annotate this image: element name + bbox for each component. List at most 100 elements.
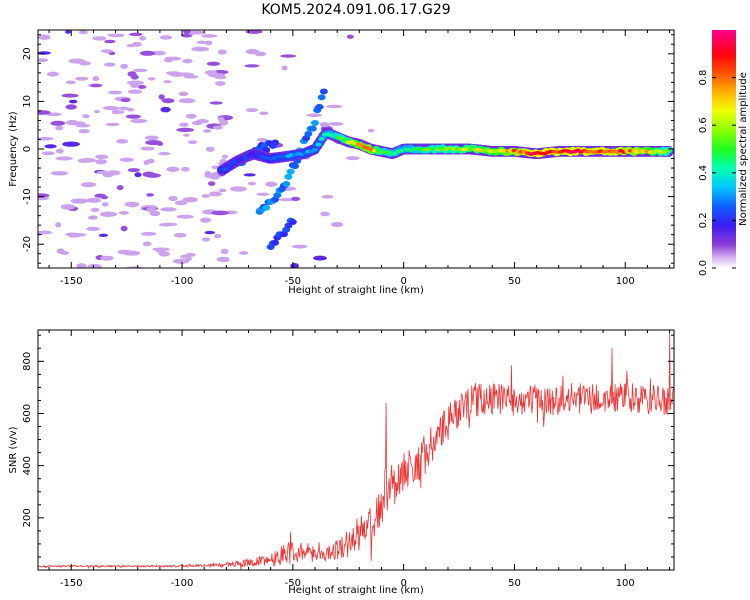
noise-blob (119, 157, 134, 162)
noise-blob (214, 81, 226, 86)
noise-blob (86, 226, 100, 232)
noise-blob (92, 36, 107, 41)
colorbar-gradient (712, 30, 736, 268)
noise-blob (105, 122, 120, 127)
branch-blob (284, 173, 293, 180)
noise-blob (93, 109, 101, 114)
noise-blob (191, 120, 203, 126)
noise-blob (179, 122, 189, 127)
noise-blob (118, 106, 130, 111)
spectrogram-plot-area (38, 30, 674, 268)
noise-blob (201, 194, 211, 198)
colorbar-tick-label: 0.8 (698, 70, 709, 86)
y-tick-label: -20 (22, 236, 33, 252)
branch-blob (273, 192, 282, 199)
noise-blob (55, 148, 64, 154)
noise-blob (100, 255, 113, 261)
x-tick-label: -100 (171, 276, 194, 287)
branch-blob (271, 139, 280, 146)
noise-blob (44, 144, 57, 149)
noise-blob (291, 244, 308, 249)
noise-blob (278, 197, 295, 202)
noise-blob (120, 63, 129, 69)
branch-blob (317, 94, 326, 101)
noise-blob (326, 104, 343, 109)
noise-blob (38, 193, 50, 198)
ridge-core (315, 142, 322, 147)
noise-blob (125, 114, 141, 119)
noise-blob (163, 58, 173, 63)
noise-blob (104, 39, 116, 44)
noise-blob (88, 215, 98, 220)
noise-blob (146, 193, 155, 197)
noise-blob (130, 118, 148, 124)
noise-blob (173, 232, 187, 238)
ridge-core (312, 147, 319, 152)
noise-blob (131, 41, 143, 47)
noise-blob (140, 146, 155, 151)
noise-blob (95, 154, 109, 159)
noise-blob (319, 121, 330, 128)
noise-blob (256, 192, 270, 196)
noise-blob (116, 139, 129, 144)
noise-blob (221, 154, 229, 159)
noise-blob (168, 195, 178, 202)
noise-blob (165, 71, 181, 76)
noise-blob (78, 30, 88, 35)
noise-blob (201, 237, 211, 242)
noise-blob (214, 75, 227, 80)
noise-blob (151, 50, 166, 56)
noise-blob (176, 214, 194, 219)
x-tick-label: -150 (60, 276, 83, 287)
x-tick-label: -150 (60, 578, 83, 589)
noise-blob (211, 165, 220, 169)
noise-blob (114, 110, 125, 114)
noise-blob (245, 48, 260, 55)
noise-blob (247, 181, 256, 186)
noise-blob (163, 80, 172, 84)
noise-blob (127, 89, 143, 94)
ridge-core (664, 148, 671, 153)
noise-blob (55, 156, 73, 161)
branch-blob (271, 239, 280, 246)
noise-blob (204, 230, 216, 235)
noise-blob (205, 146, 215, 152)
noise-blob (183, 133, 190, 137)
x-tick-label: 50 (508, 276, 521, 287)
y-tick-label: 0 (22, 146, 33, 152)
noise-blob (220, 256, 230, 263)
y-tick-label: 10 (22, 95, 33, 108)
noise-blob (102, 106, 120, 111)
noise-blob (123, 250, 141, 256)
noise-blob (206, 61, 221, 66)
noise-blob (134, 172, 142, 178)
noise-blob (145, 140, 163, 146)
snr-panel: -150 -100 -50 0 50 100 200 400 600 800 Height of … (8, 329, 675, 596)
x-tick-label: -50 (285, 276, 301, 287)
noise-blob (60, 204, 76, 210)
noise-blob (41, 151, 55, 156)
noise-blob (120, 98, 131, 103)
noise-blob (212, 125, 223, 130)
noise-blob (209, 101, 223, 105)
noise-blob (321, 194, 334, 199)
noise-blob (196, 40, 208, 45)
noise-blob (82, 114, 90, 119)
noise-blob (142, 241, 152, 247)
noise-blob (178, 91, 189, 97)
noise-blob (55, 222, 62, 228)
noise-blob (229, 186, 247, 192)
y-tick-label: 20 (22, 47, 33, 60)
noise-blob (65, 80, 76, 85)
branch-blob (315, 103, 324, 110)
noise-blob (181, 166, 190, 172)
ridge-core (225, 164, 232, 169)
noise-blob (50, 120, 66, 126)
x-tick-label: -100 (171, 578, 194, 589)
noise-blob (280, 54, 297, 58)
noise-blob (101, 202, 109, 207)
noise-blob (70, 198, 88, 204)
noise-blob (185, 256, 192, 261)
